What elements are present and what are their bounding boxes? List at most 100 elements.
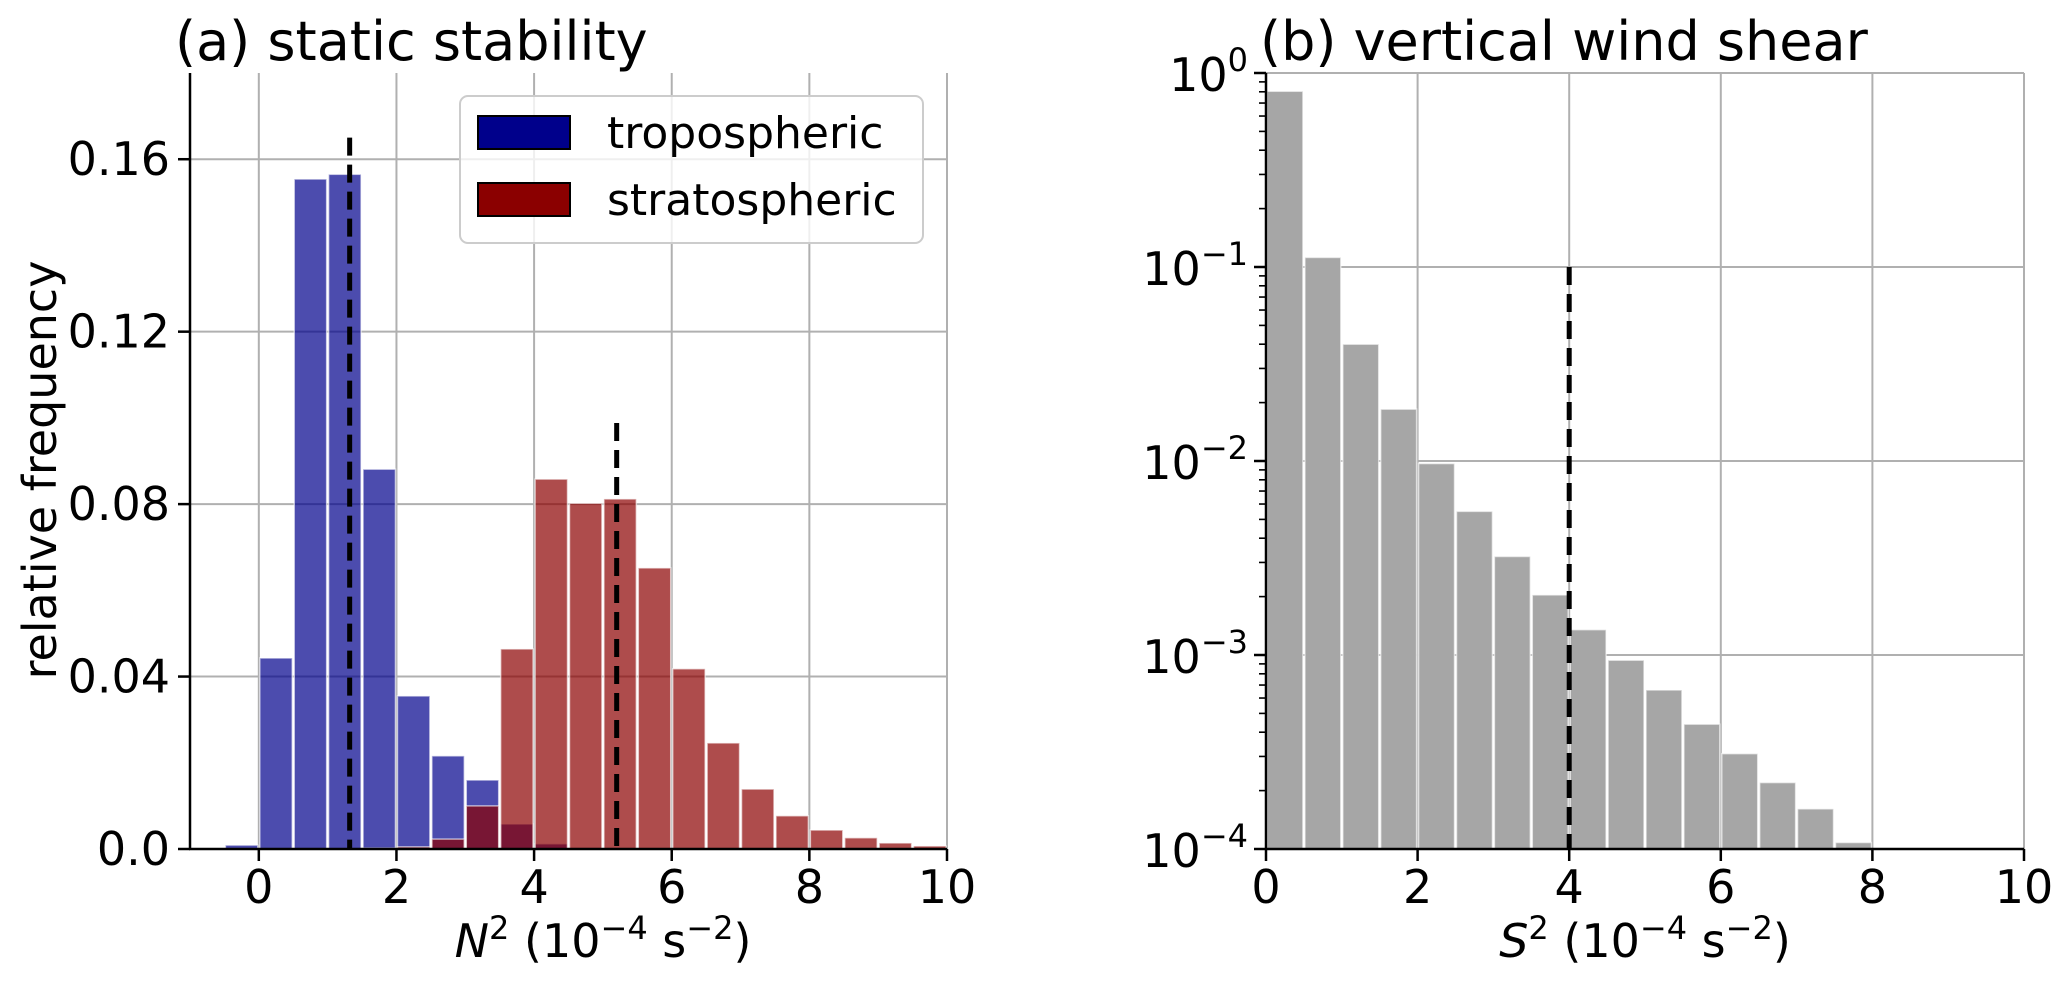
legend: tropospheric stratospheric <box>459 95 924 244</box>
panel-b-grid <box>1265 72 2025 850</box>
histogram-bar-vertical-wind-shear <box>1683 723 1721 850</box>
x-label-symbol: N <box>455 914 489 968</box>
panel-b-title: (b) vertical wind shear <box>1260 10 1869 73</box>
histogram-bar-vertical-wind-shear <box>1342 343 1380 850</box>
x-tick-label: 2 <box>382 860 411 914</box>
histogram-bar-stratospheric <box>603 498 638 850</box>
histogram-bar-tropospheric <box>327 173 362 850</box>
y-tick-label: 0.0 <box>97 822 170 876</box>
histogram-bar-vertical-wind-shear <box>1531 594 1569 850</box>
y-tick-label-exponent: −3 <box>1201 623 1248 661</box>
histogram-bar-stratospheric <box>844 837 878 850</box>
x-tick-label: 0 <box>244 860 273 914</box>
histogram-bar-stratospheric <box>740 788 775 850</box>
y-tick-label: 10−4 <box>1142 817 1248 878</box>
panel-a-x-axis-label: N2 (10−4 s−2) <box>455 909 752 968</box>
histogram-bar-stratospheric <box>809 829 844 850</box>
y-tick-label-exponent: −4 <box>1201 817 1248 855</box>
x-tick-label: 2 <box>1403 860 1432 914</box>
panel-b-bars <box>1266 90 1873 850</box>
x-tick-label: 6 <box>1706 860 1735 914</box>
x-tick-label: 4 <box>519 860 548 914</box>
histogram-bar-vertical-wind-shear <box>1455 510 1494 850</box>
x-tick-label: 0 <box>1251 860 1280 914</box>
histogram-bar-tropospheric <box>259 657 293 850</box>
histogram-bar-stratospheric <box>706 742 741 850</box>
y-tick-label: 0.08 <box>68 477 170 531</box>
legend-label-stratospheric: stratospheric <box>607 175 897 226</box>
x-label-unit-open: (10 <box>1549 914 1640 968</box>
x-label-unit-open: (10 <box>509 914 600 968</box>
y-tick-label-base: 10 <box>1142 436 1201 490</box>
y-tick-label: 0.04 <box>68 650 170 704</box>
histogram-bar-vertical-wind-shear <box>1796 808 1835 850</box>
x-label-symbol: S <box>1499 914 1528 968</box>
panel-a-bars <box>224 173 947 850</box>
histogram-bar-vertical-wind-shear <box>1304 256 1342 850</box>
histogram-bar-vertical-wind-shear <box>1645 689 1683 850</box>
x-label-unit-exponent: −4 <box>601 909 648 947</box>
x-label-unit-close: ) <box>1773 914 1791 968</box>
panel-a-y-axis-label: relative frequency <box>13 261 67 680</box>
histogram-bar-vertical-wind-shear <box>1569 628 1607 850</box>
y-tick-label-exponent: −1 <box>1201 235 1248 273</box>
histogram-bar-vertical-wind-shear <box>1607 659 1645 850</box>
histogram-bar-vertical-wind-shear <box>1379 408 1418 850</box>
histogram-bar-tropospheric <box>396 695 431 850</box>
x-label-unit-seconds: s <box>648 914 687 968</box>
legend-swatch-tropospheric <box>477 115 571 150</box>
histogram-bar-vertical-wind-shear <box>1493 555 1532 850</box>
x-label-unit-seconds: s <box>1687 914 1726 968</box>
x-tick-label: 8 <box>1858 860 1887 914</box>
histogram-bar-stratospheric <box>671 668 706 850</box>
panel-a-ticks: 0 2 4 6 8 10 0.0 0.04 0.08 0.12 0.16 <box>68 132 977 914</box>
y-tick-label: 0.12 <box>68 305 170 359</box>
panel-a-axes <box>188 73 947 851</box>
histogram-bar-stratospheric <box>431 838 466 850</box>
y-tick-label-base: 10 <box>1169 48 1228 102</box>
histogram-bar-stratospheric <box>499 648 534 850</box>
legend-frame <box>459 95 924 244</box>
x-label-unit-close: ) <box>733 914 751 968</box>
x-label-seconds-exponent: −2 <box>686 909 733 947</box>
x-tick-label: 4 <box>1555 860 1584 914</box>
histogram-bar-stratospheric <box>465 805 500 850</box>
y-tick-label-base: 10 <box>1142 242 1201 296</box>
x-label-unit-exponent: −4 <box>1640 909 1687 947</box>
y-tick-label-base: 10 <box>1142 824 1201 878</box>
panel-b-x-axis-label: S2 (10−4 s−2) <box>1499 909 1791 968</box>
y-tick-label: 0.16 <box>68 132 170 186</box>
legend-label-tropospheric: tropospheric <box>607 108 883 159</box>
legend-swatch-stratospheric <box>477 182 571 217</box>
y-tick-label-base: 10 <box>1142 630 1201 684</box>
x-tick-label: 6 <box>657 860 686 914</box>
y-tick-label: 100 <box>1169 41 1248 102</box>
histogram-bar-stratospheric <box>534 478 569 850</box>
panel-a-title: (a) static stability <box>175 10 648 73</box>
y-tick-label: 10−1 <box>1142 235 1248 296</box>
histogram-bar-stratospheric <box>775 815 810 850</box>
x-label-symbol-exponent: 2 <box>489 909 509 947</box>
histogram-bar-tropospheric <box>362 468 397 850</box>
histogram-bar-vertical-wind-shear <box>1266 90 1304 850</box>
histogram-bar-vertical-wind-shear <box>1721 752 1759 850</box>
x-label-symbol-exponent: 2 <box>1528 909 1548 947</box>
panel-a-reference-lines <box>347 137 620 849</box>
y-tick-label-exponent: 0 <box>1228 41 1248 79</box>
x-tick-label: 10 <box>918 860 977 914</box>
y-tick-label-exponent: −2 <box>1201 429 1248 467</box>
x-tick-label: 10 <box>1995 860 2054 914</box>
histogram-bar-stratospheric <box>568 502 603 850</box>
x-tick-label: 8 <box>795 860 824 914</box>
histogram-bar-tropospheric <box>431 755 466 850</box>
histogram-bar-vertical-wind-shear <box>1417 462 1456 850</box>
histogram-bar-tropospheric <box>293 178 328 850</box>
panel-a-static-stability: 0 2 4 6 8 100.00.040.080.120.16 (a) static st… <box>13 10 976 968</box>
y-tick-label: 10−3 <box>1142 623 1248 684</box>
histogram-bar-vertical-wind-shear <box>1758 781 1797 850</box>
x-label-seconds-exponent: −2 <box>1726 909 1773 947</box>
y-tick-label: 10−2 <box>1142 429 1248 490</box>
